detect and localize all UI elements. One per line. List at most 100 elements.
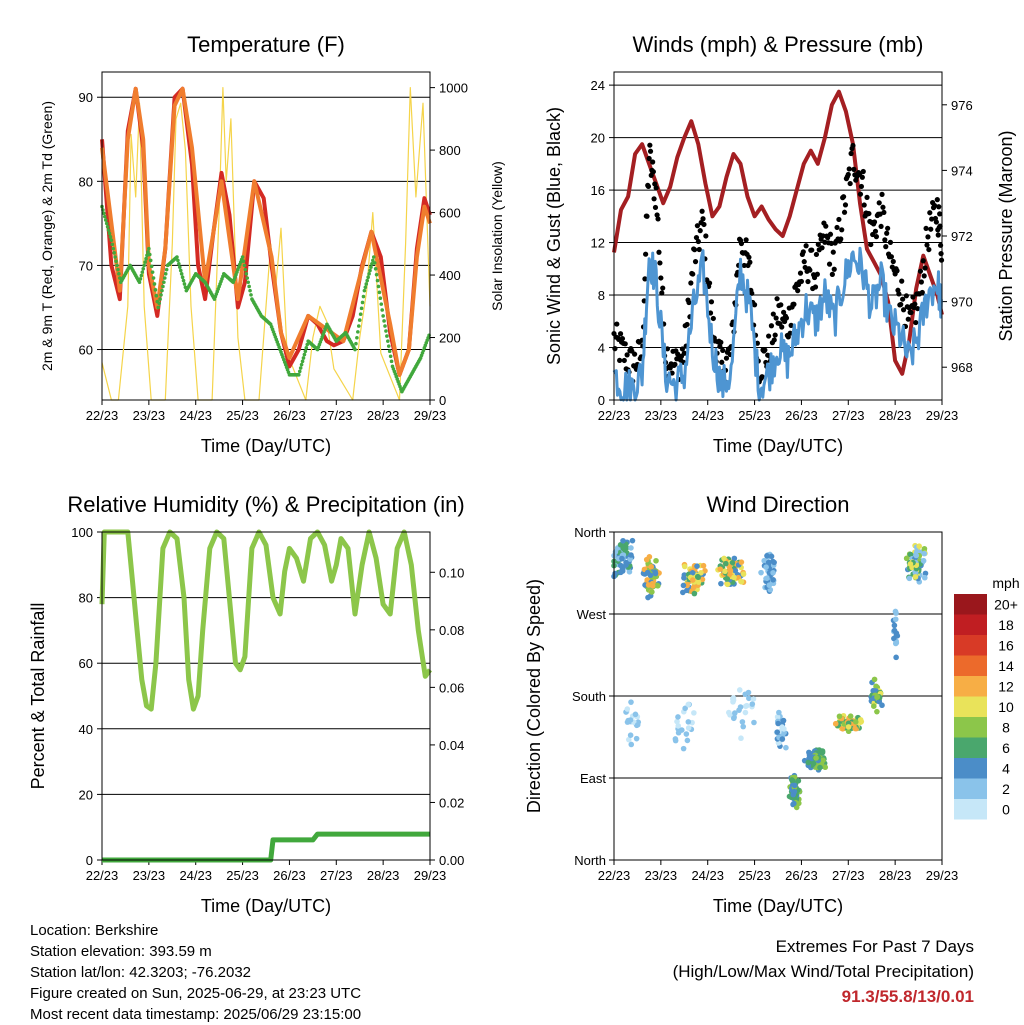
gust-point [699, 208, 705, 214]
gust-point [642, 276, 648, 282]
gust-point [664, 346, 671, 352]
gust-point [701, 221, 707, 228]
direction-point [740, 571, 747, 577]
x-tick-label: 28/23 [367, 408, 400, 423]
gust-point [866, 210, 872, 217]
gust-point [841, 194, 847, 200]
gust-point [749, 290, 755, 296]
y-tick-label: North [574, 853, 606, 868]
x-tick-label: 24/23 [691, 868, 724, 883]
2m-td-point [143, 260, 147, 264]
direction-point [626, 569, 633, 575]
y-tick-label: 70 [79, 258, 93, 273]
gust-point [718, 339, 724, 345]
y-tick-label: 0 [598, 393, 605, 408]
gust-point [864, 194, 870, 200]
gust-point [773, 315, 779, 321]
y-tick-label: 20 [79, 787, 93, 802]
direction-point [698, 569, 704, 576]
gust-point [894, 268, 900, 274]
direction-point [634, 721, 641, 728]
gust-point [935, 232, 941, 238]
y-right-tick-label: 200 [439, 331, 461, 346]
gust-point [778, 302, 784, 308]
2m-td-point [152, 282, 157, 286]
y-right-tick-label: 970 [951, 295, 973, 310]
direction-point [739, 719, 746, 725]
2m-td-point [356, 330, 360, 334]
x-tick-label: 22/23 [598, 868, 631, 883]
2m-td-point [153, 288, 158, 292]
colorbar-label: 16 [998, 637, 1014, 653]
direction-point [722, 568, 728, 575]
direction-point [729, 560, 736, 566]
colorbar-swatch [954, 737, 987, 758]
x-tick-label: 27/23 [320, 408, 353, 423]
direction-point [628, 741, 635, 748]
direction-point [685, 701, 692, 708]
gust-point [876, 200, 882, 206]
gust-point [896, 291, 902, 297]
x-tick-label: 28/23 [879, 408, 912, 423]
direction-point [793, 804, 800, 811]
direction-point [806, 749, 812, 756]
gust-point [883, 244, 889, 250]
2m-td-point [164, 267, 169, 272]
gust-point [861, 202, 867, 208]
2m-td-point [377, 290, 382, 295]
gust-point [650, 169, 656, 175]
gust-point [879, 191, 885, 197]
y-right-tick-label: 968 [951, 360, 973, 375]
2m-td-point [384, 329, 388, 333]
direction-point [617, 562, 624, 569]
extremes-box: Extremes For Past 7 Days (High/Low/Max W… [673, 934, 974, 1009]
y-right-tick-label: 0.00 [439, 853, 464, 868]
gust-point [679, 346, 686, 352]
direction-point [731, 555, 738, 562]
colorbar-swatch [954, 594, 987, 615]
2m-td-point [114, 259, 118, 264]
2m-td-point [297, 369, 302, 374]
gust-point [783, 315, 790, 321]
y-tick-label: 4 [598, 341, 605, 356]
direction-point [674, 718, 680, 725]
direction-point [724, 576, 731, 582]
2m-td-point [374, 272, 379, 277]
direction-point [690, 584, 697, 591]
gust-point [888, 254, 894, 260]
2m-td-point [145, 253, 149, 258]
colorbar-label: 6 [1002, 740, 1010, 756]
chart-3: 0 20 40 60 80 100 0.00 0.02 0.04 0.06 0.08 0.10 22/2… [28, 492, 465, 916]
gust-point [632, 351, 638, 357]
gust-point [807, 267, 813, 273]
direction-point [810, 760, 817, 767]
gust-point [831, 266, 837, 272]
gust-point [903, 293, 909, 299]
x-tick-label: 26/23 [785, 408, 818, 423]
gust-point [797, 270, 804, 276]
colorbar-label: 12 [998, 678, 1014, 694]
gust-point [834, 224, 840, 231]
x-tick-label: 28/23 [367, 868, 400, 883]
gust-point [838, 236, 844, 242]
figure-created: Figure created on Sun, 2025-06-29, at 23… [30, 985, 362, 1002]
gust-point [800, 249, 806, 255]
gust-point [684, 321, 690, 328]
station-location: Location: Berkshire [30, 922, 159, 939]
gust-point [657, 260, 663, 266]
2m-td-point [243, 267, 248, 272]
gust-point [706, 280, 713, 286]
gust-point [926, 246, 932, 253]
gust-point [809, 247, 815, 253]
direction-point [628, 699, 634, 705]
gust-point [937, 211, 943, 217]
direction-point [750, 696, 757, 702]
direction-point [874, 694, 881, 700]
2m-td-point [362, 288, 367, 293]
colorbar-title: mph [992, 575, 1019, 591]
gust-point [922, 265, 928, 271]
gust-point [937, 223, 943, 229]
gust-point [868, 241, 874, 248]
2m-td-point [370, 261, 374, 266]
x-tick-label: 25/23 [738, 408, 771, 423]
